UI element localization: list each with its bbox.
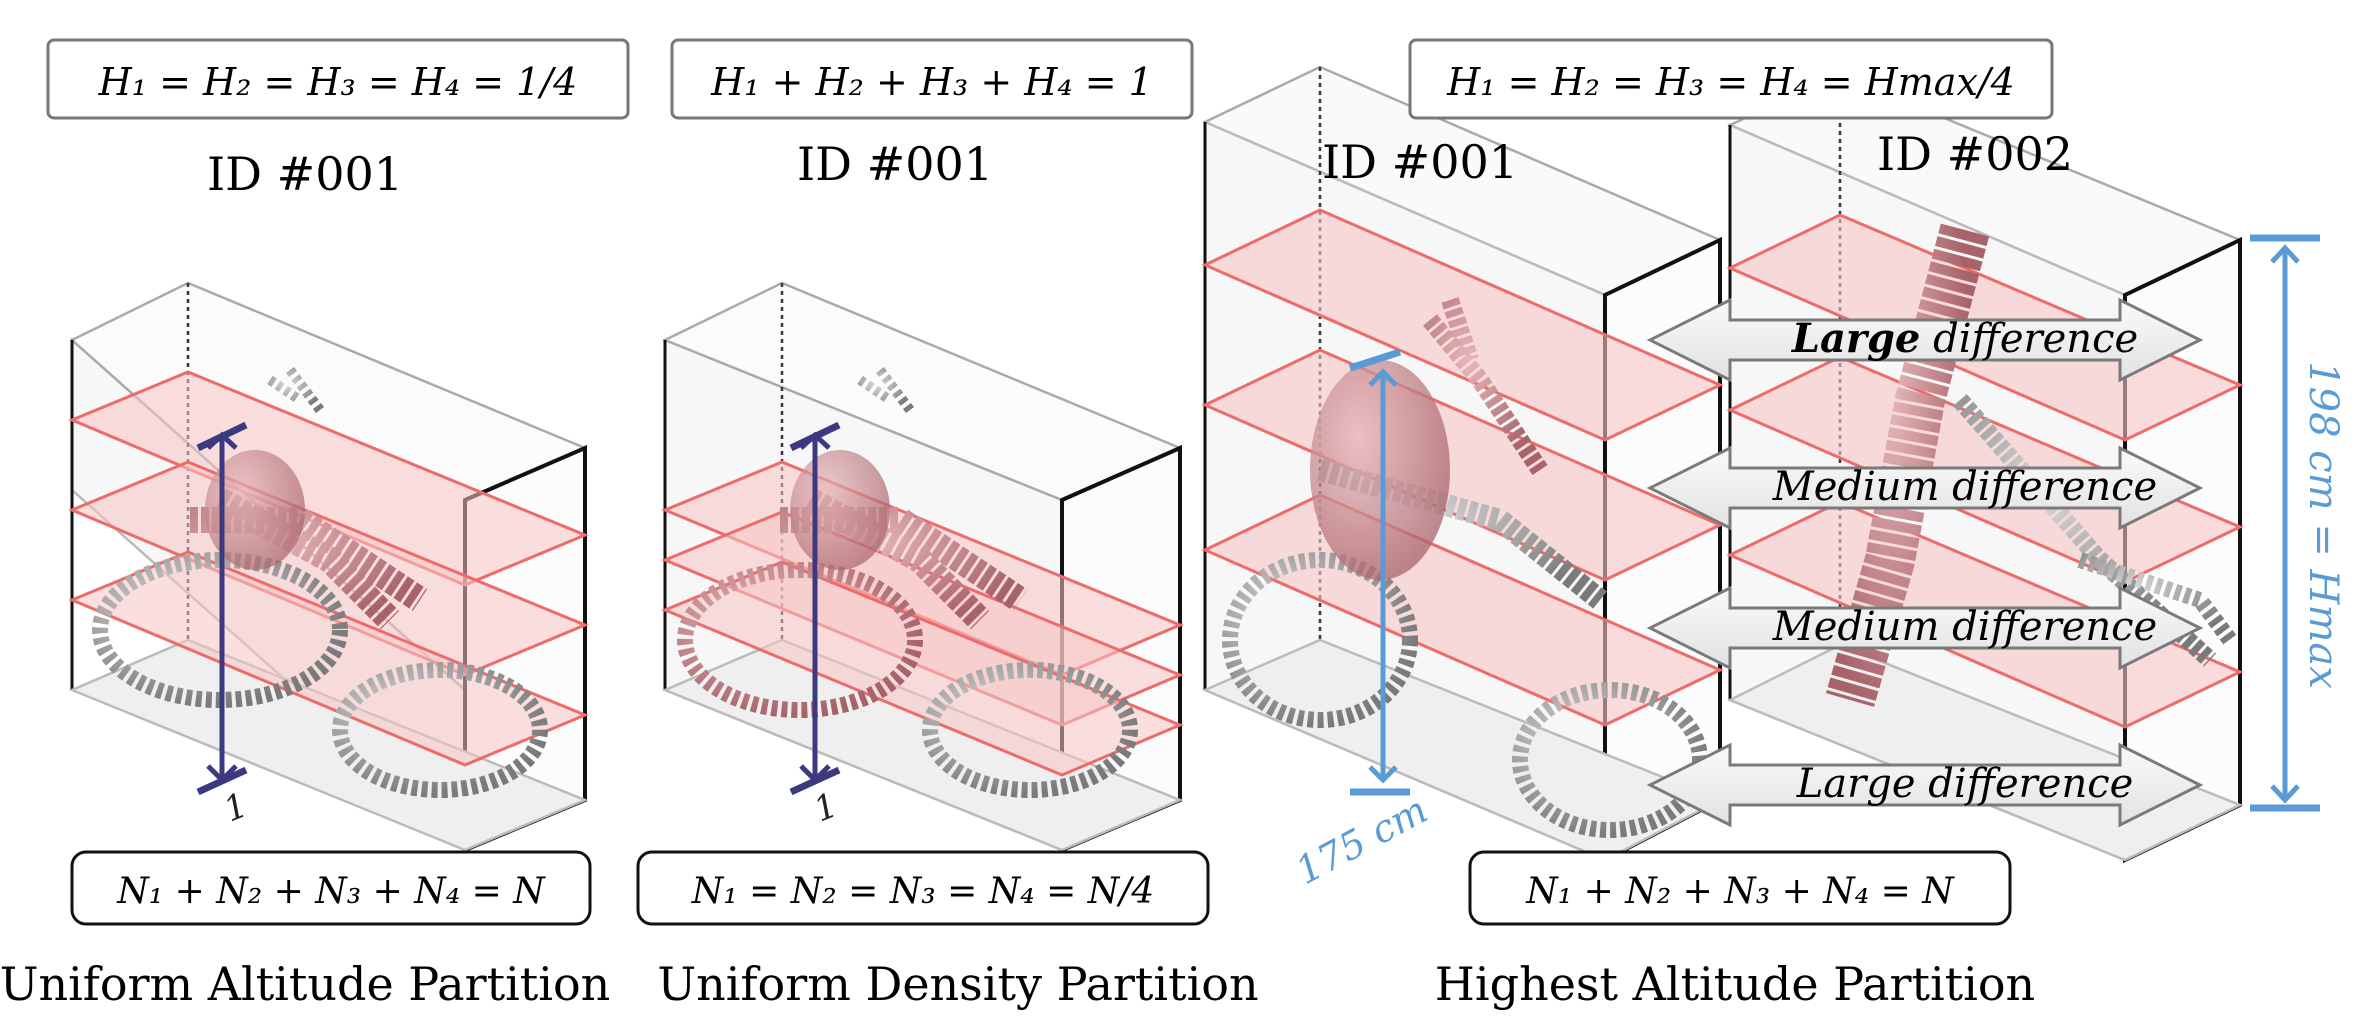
hmax-label: 198 cm = Hmax — [2300, 361, 2346, 689]
caption-2: Uniform Density Partition — [657, 957, 1258, 1011]
formula-top-3: H₁ = H₂ = H₃ = H₄ = Hmax/4 — [1446, 60, 2015, 104]
difference-text-2: Medium difference — [1772, 464, 2157, 510]
difference-text-1: difference — [1920, 316, 2138, 362]
height-label-3: 175 cm — [1289, 787, 1435, 892]
formula-bottom-2: N₁ = N₂ = N₃ = N₄ = N/4 — [691, 871, 1154, 912]
caption-3: Highest Altitude Partition — [1435, 957, 2035, 1011]
svg-text:Large difference: Large difference — [1791, 315, 2138, 362]
hmax-arrow: 198 cm = Hmax — [2250, 234, 2346, 812]
difference-arrow-4: Large difference — [1646, 742, 2204, 828]
panel-highest-altitude: H₁ = H₂ = H₃ = H₄ = Hmax/4 ID #001 ID #0… — [1201, 38, 2346, 1011]
caption-1: Uniform Altitude Partition — [0, 957, 610, 1011]
panel-uniform-altitude: H₁ = H₂ = H₃ = H₄ = 1/4 ID #001 — [0, 38, 630, 1011]
id-label-3b: ID #002 — [1877, 127, 2073, 181]
point-cloud-2 — [677, 367, 1138, 798]
formula-top-2: H₁ + H₂ + H₃ + H₄ = 1 — [710, 60, 1153, 104]
difference-arrow-3: Medium difference — [1646, 585, 2204, 671]
height-arrow-2: 1 — [789, 421, 843, 830]
formula-bottom-box-3: N₁ + N₂ + N₃ + N₄ = N — [1468, 850, 2012, 926]
formula-bottom-box-1: N₁ + N₂ + N₃ + N₄ = N — [70, 850, 592, 926]
height-label-2: 1 — [808, 785, 843, 830]
difference-arrow-1: Large difference — [1646, 297, 2204, 383]
difference-bold-1: Large — [1791, 315, 1921, 362]
id-label-3a: ID #001 — [1322, 135, 1518, 189]
formula-top-box-2: H₁ + H₂ + H₃ + H₄ = 1 — [670, 38, 1194, 120]
id-label-2: ID #001 — [797, 137, 993, 191]
id-label-1: ID #001 — [207, 147, 403, 201]
point-cloud-1 — [92, 367, 548, 798]
formula-bottom-1: N₁ + N₂ + N₃ + N₄ = N — [116, 871, 546, 912]
formula-top-1: H₁ = H₂ = H₃ = H₄ = 1/4 — [98, 60, 578, 104]
panel-uniform-density: H₁ + H₂ + H₃ + H₄ = 1 ID #001 — [636, 38, 1259, 1011]
formula-top-box-1: H₁ = H₂ = H₃ = H₄ = 1/4 — [46, 38, 630, 120]
difference-arrow-2: Medium difference — [1646, 445, 2204, 531]
difference-text-4: Large difference — [1796, 761, 2134, 807]
formula-top-box-3: H₁ = H₂ = H₃ = H₄ = Hmax/4 — [1408, 38, 2054, 120]
formula-bottom-box-2: N₁ = N₂ = N₃ = N₄ = N/4 — [636, 850, 1210, 926]
difference-text-3: Medium difference — [1772, 604, 2157, 650]
formula-bottom-3: N₁ + N₂ + N₃ + N₄ = N — [1525, 871, 1955, 912]
height-label-1: 1 — [218, 785, 253, 830]
